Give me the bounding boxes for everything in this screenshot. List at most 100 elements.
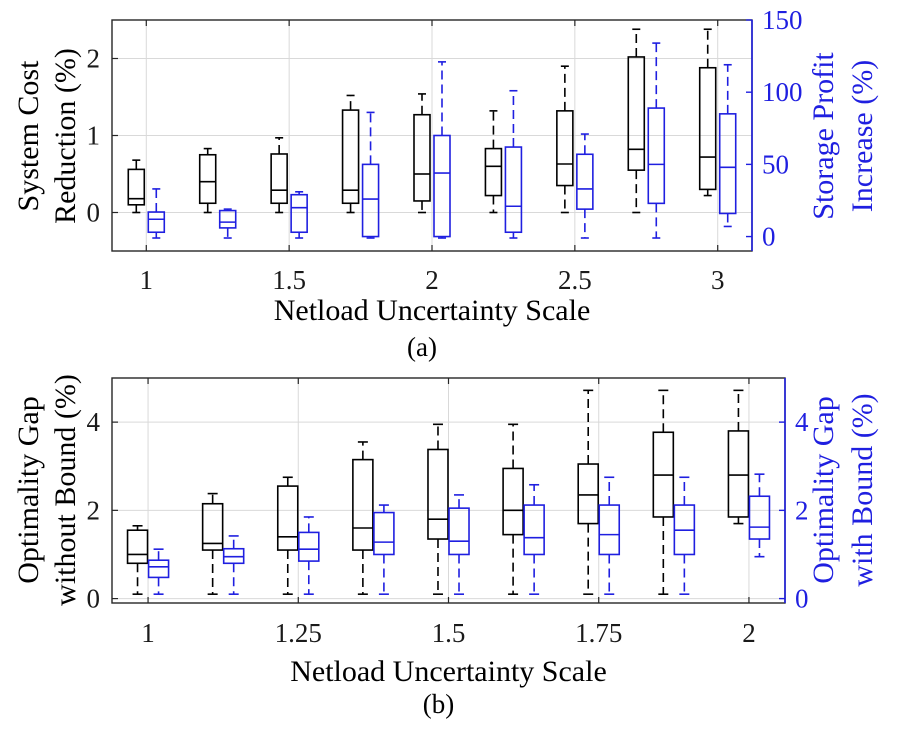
- box-iqr: [127, 168, 146, 206]
- box-iqr: [433, 134, 451, 238]
- box-iqr: [361, 163, 380, 238]
- y-right-tick-label: 2: [795, 495, 809, 525]
- box-iqr: [198, 153, 217, 205]
- y-left-tick-label: 2: [87, 44, 101, 74]
- box-plot: [147, 188, 166, 239]
- box-iqr: [352, 458, 374, 551]
- y-right-axis-label: Optimality Gap: [807, 396, 840, 583]
- box-plot: [297, 516, 320, 595]
- series-left: [127, 28, 717, 214]
- box-plot: [502, 423, 524, 595]
- x-tick-label: 1.25: [275, 618, 322, 648]
- box-iqr: [147, 211, 166, 234]
- x-tick-label: 1.5: [272, 265, 306, 295]
- box-plot: [276, 476, 299, 595]
- x-axis-label: Netload Uncertainty Scale: [290, 655, 607, 688]
- box-iqr: [448, 507, 470, 556]
- box-iqr: [718, 113, 737, 215]
- box-iqr: [270, 153, 288, 205]
- box-plot: [727, 389, 750, 525]
- box-plot: [361, 111, 380, 239]
- box-plot: [576, 133, 594, 239]
- box-plot: [577, 389, 600, 595]
- y-left-tick-label: 1: [87, 121, 101, 151]
- y-right-tick-label: 150: [762, 5, 803, 35]
- box-iqr: [647, 107, 666, 205]
- box-plot: [270, 137, 288, 214]
- y-left-tick-label: 0: [87, 584, 101, 614]
- y-left-tick-label: 4: [87, 407, 101, 437]
- y-right-tick-label: 4: [795, 407, 809, 437]
- box-iqr: [484, 147, 503, 197]
- box-iqr: [748, 495, 771, 540]
- panel-caption: (a): [407, 332, 437, 362]
- box-plot: [627, 28, 646, 214]
- y-right-axis-label: with Bound (%): [846, 393, 879, 586]
- x-tick-label: 1.5: [432, 618, 466, 648]
- box-iqr: [413, 113, 431, 202]
- box-iqr: [576, 153, 594, 210]
- box-plot: [718, 63, 737, 228]
- box-plot: [448, 494, 470, 595]
- series-left: [126, 389, 750, 595]
- x-tick-label: 2: [742, 618, 756, 648]
- box-plot: [504, 89, 523, 239]
- box-plot: [198, 147, 217, 214]
- box-plot: [652, 389, 675, 595]
- y-right-axis-label: Storage Profit: [807, 52, 840, 220]
- box-iqr: [627, 56, 646, 171]
- box-iqr: [201, 502, 224, 551]
- chart-panel-b: 1 1.25 1.5 1.75 2 0 2 4 0 2 4 Netload Uncertainty S…: [12, 374, 879, 719]
- y-left-tick-label: 0: [87, 198, 101, 228]
- box-iqr: [341, 109, 360, 205]
- box-iqr: [598, 504, 621, 556]
- x-tick-label: 2: [425, 265, 439, 295]
- box-plot: [748, 473, 771, 558]
- box-plot: [222, 535, 245, 595]
- box-plot: [126, 524, 149, 595]
- box-iqr: [556, 110, 574, 187]
- y-right-tick-label: 100: [762, 77, 803, 107]
- box-plot: [352, 441, 374, 595]
- box-plot: [647, 42, 666, 239]
- box-plot: [673, 476, 696, 595]
- box-plot: [413, 93, 431, 214]
- x-axis-label: Netload Uncertainty Scale: [274, 294, 591, 327]
- y-left-axis-label: without Bound (%): [49, 374, 82, 606]
- box-plot: [147, 548, 170, 595]
- box-iqr: [218, 209, 237, 229]
- x-tick-label: 3: [711, 265, 725, 295]
- box-plot: [556, 65, 574, 214]
- box-plot: [373, 504, 395, 595]
- box-iqr: [698, 66, 717, 191]
- x-tick-label: 1.75: [575, 618, 622, 648]
- box-plot: [427, 423, 449, 595]
- box-plot: [127, 159, 146, 214]
- panel-caption: (b): [423, 689, 454, 719]
- y-left-axis-label: System Cost: [12, 60, 45, 212]
- x-tick-label: 2.5: [558, 265, 592, 295]
- box-plot: [341, 94, 360, 214]
- y-left-tick-label: 2: [87, 495, 101, 525]
- y-right-tick-label: 50: [762, 149, 789, 179]
- box-plot: [290, 191, 308, 239]
- grid-lines: [112, 20, 752, 251]
- box-iqr: [727, 430, 750, 518]
- y-right-tick-label: 0: [795, 584, 809, 614]
- y-left-axis-label: Optimality Gap: [12, 396, 45, 583]
- x-tick-label: 1: [140, 265, 154, 295]
- box-plot: [218, 208, 237, 239]
- box-iqr: [276, 485, 299, 551]
- series-right: [147, 42, 737, 239]
- box-iqr: [502, 467, 524, 536]
- y-left-axis-label: Reduction (%): [49, 48, 82, 224]
- box-plot: [433, 61, 451, 239]
- box-iqr: [577, 463, 600, 525]
- y-right-axis-label: Increase (%): [846, 60, 879, 212]
- box-iqr: [147, 559, 170, 579]
- box-plot: [484, 110, 503, 214]
- box-iqr: [290, 193, 308, 234]
- box-plot: [523, 483, 545, 595]
- box-iqr: [504, 146, 523, 234]
- box-iqr: [297, 531, 320, 562]
